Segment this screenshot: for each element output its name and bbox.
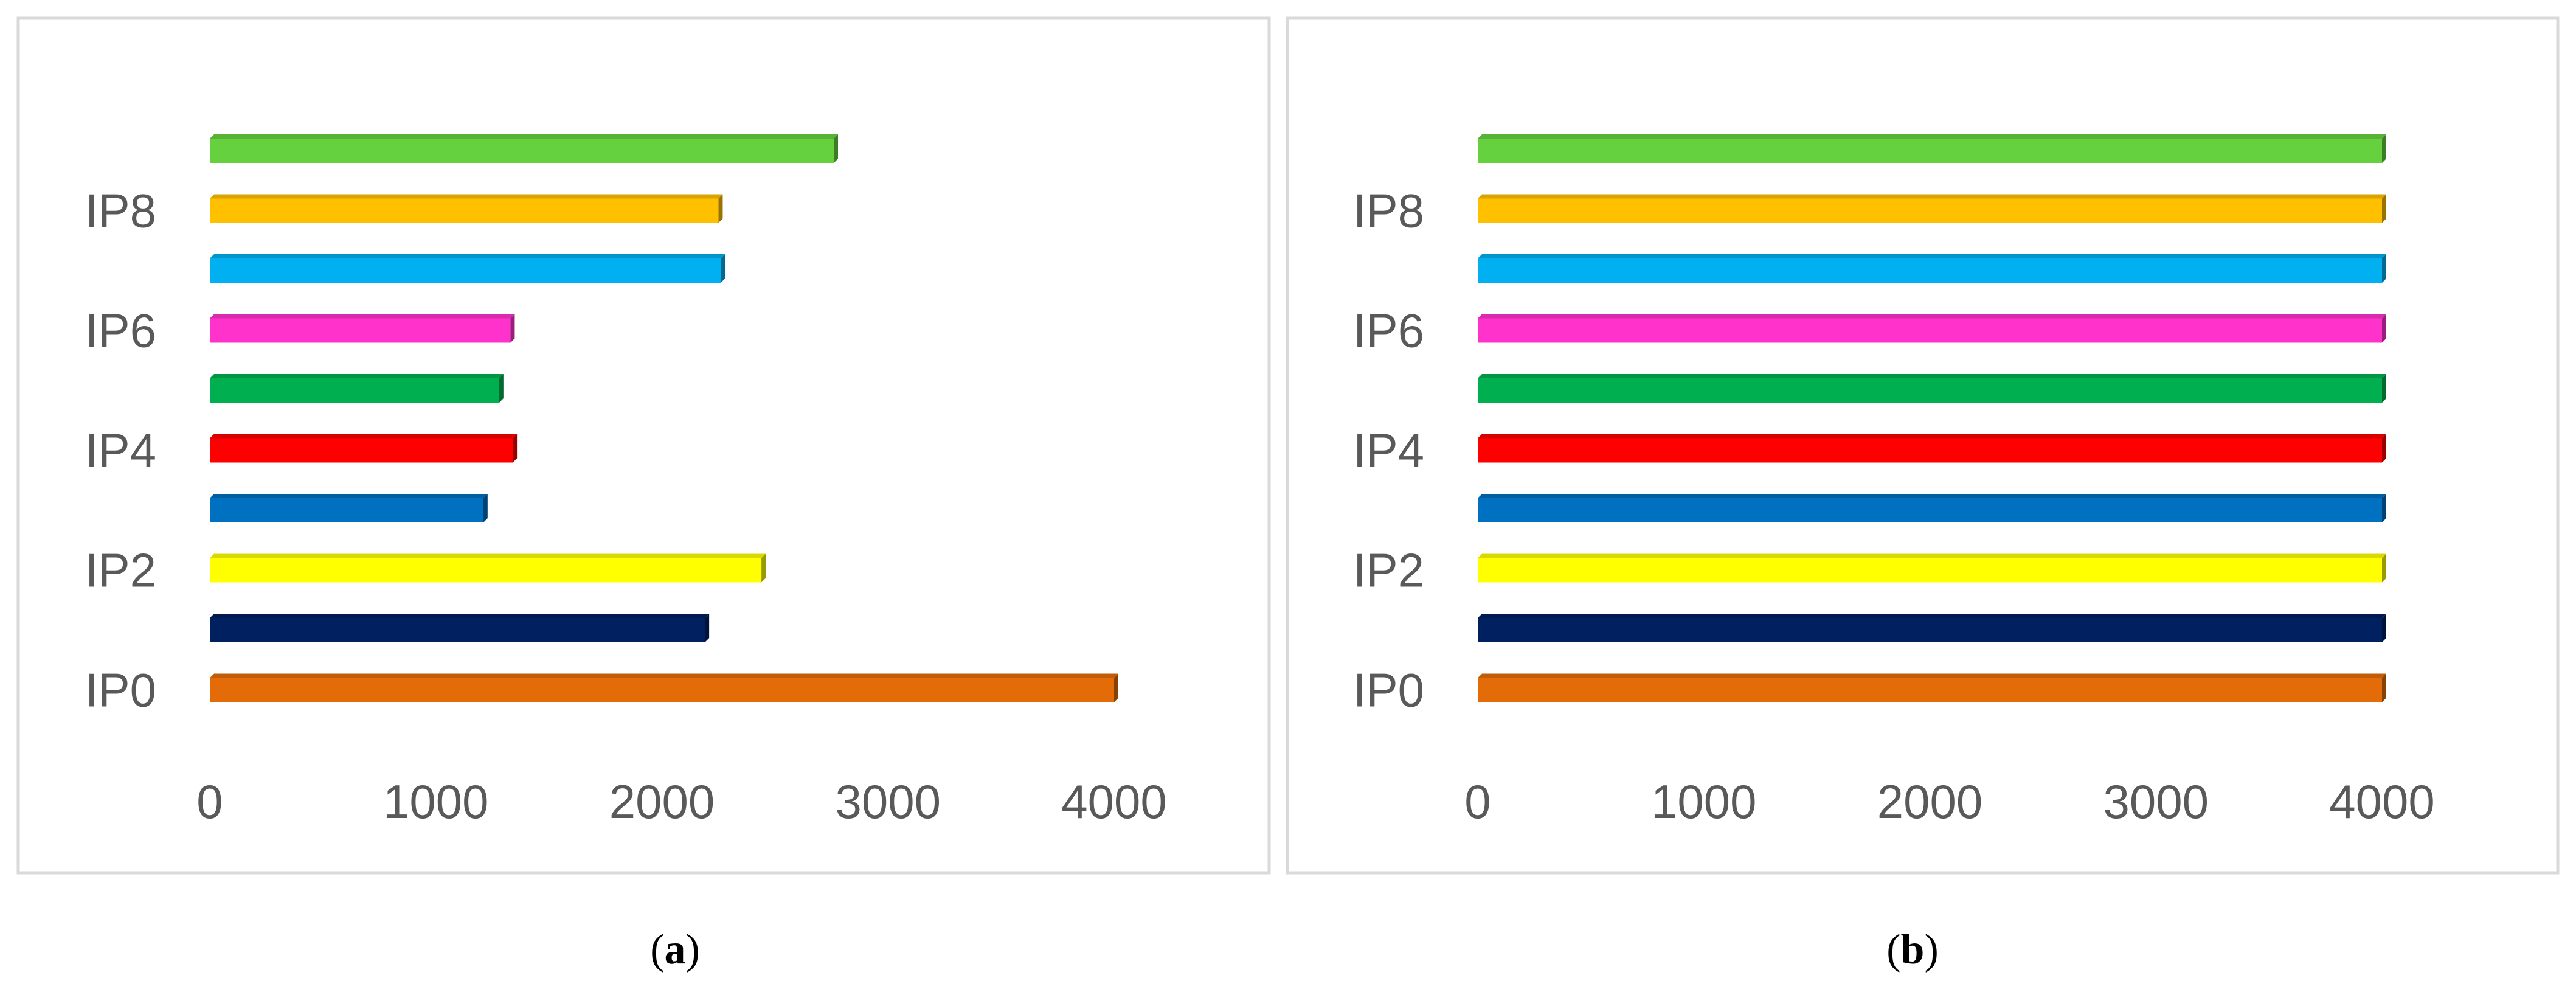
bar-b-6 xyxy=(1478,318,2382,343)
bar-side-b-5 xyxy=(2382,374,2386,403)
y-tick-label-a-6: IP6 xyxy=(85,304,156,358)
bar-side-b-9 xyxy=(2382,134,2386,163)
bar-side-a-5 xyxy=(499,374,504,403)
bar-b-8 xyxy=(1478,198,2382,223)
bar-top-a-3 xyxy=(210,494,488,498)
bar-side-b-6 xyxy=(2382,314,2386,343)
bar-top-a-6 xyxy=(210,314,515,319)
bar-top-b-0 xyxy=(1478,673,2386,678)
bar-top-b-5 xyxy=(1478,374,2386,378)
bar-side-b-0 xyxy=(2382,673,2386,702)
bar-b-7 xyxy=(1478,258,2382,283)
bar-top-a-1 xyxy=(210,614,710,618)
bar-b-3 xyxy=(1478,498,2382,522)
bar-side-a-4 xyxy=(513,434,518,463)
x-tick-label-b-1: 1000 xyxy=(1651,775,1757,828)
y-tick-label-b-0: IP0 xyxy=(1353,664,1424,717)
bar-side-a-1 xyxy=(705,614,710,642)
bar-b-0 xyxy=(1478,678,2382,702)
bar-a-9 xyxy=(210,139,834,163)
y-tick-label-a-2: IP2 xyxy=(85,544,156,597)
x-tick-label-b-2: 2000 xyxy=(1877,775,1983,828)
bar-b-4 xyxy=(1478,438,2382,463)
bar-top-a-0 xyxy=(210,673,1118,678)
x-tick-label-a-4: 4000 xyxy=(1061,775,1167,828)
bar-top-b-2 xyxy=(1478,553,2386,558)
bar-top-a-5 xyxy=(210,374,504,378)
x-tick-label-b-4: 4000 xyxy=(2329,775,2435,828)
bar-top-b-3 xyxy=(1478,494,2386,498)
bar-b-5 xyxy=(1478,378,2382,403)
y-tick-label-b-2: IP2 xyxy=(1353,544,1424,597)
bar-a-3 xyxy=(210,498,483,522)
bar-a-5 xyxy=(210,378,499,403)
bar-b-9 xyxy=(1478,139,2382,163)
panel-caption-b: (b) xyxy=(1886,926,1939,973)
bar-b-2 xyxy=(1478,558,2382,583)
x-tick-label-a-1: 1000 xyxy=(383,775,489,828)
bar-side-a-6 xyxy=(510,314,515,343)
bar-a-2 xyxy=(210,558,762,583)
bar-side-a-0 xyxy=(1114,673,1118,702)
bar-top-b-4 xyxy=(1478,434,2386,439)
panel-caption-a: (a) xyxy=(650,926,700,973)
bar-top-b-8 xyxy=(1478,194,2386,199)
bar-top-a-9 xyxy=(210,134,839,139)
bar-side-b-2 xyxy=(2382,553,2386,583)
bar-top-a-4 xyxy=(210,434,518,439)
x-tick-label-b-3: 3000 xyxy=(2103,775,2209,828)
bar-top-b-6 xyxy=(1478,314,2386,319)
x-tick-label-a-2: 2000 xyxy=(609,775,715,828)
bar-side-a-7 xyxy=(721,254,725,283)
x-tick-label-a-0: 0 xyxy=(196,775,223,828)
x-tick-label-b-0: 0 xyxy=(1464,775,1491,828)
y-tick-label-b-8: IP8 xyxy=(1353,184,1424,238)
bar-a-1 xyxy=(210,618,705,642)
bar-top-a-7 xyxy=(210,254,725,258)
bar-top-b-1 xyxy=(1478,614,2386,618)
bar-a-0 xyxy=(210,678,1114,702)
bar-a-7 xyxy=(210,258,721,283)
bar-a-8 xyxy=(210,198,719,223)
bar-top-a-8 xyxy=(210,194,723,199)
bar-side-b-8 xyxy=(2382,194,2386,223)
bar-top-b-9 xyxy=(1478,134,2386,139)
y-tick-label-a-8: IP8 xyxy=(85,184,156,238)
bar-side-a-2 xyxy=(761,553,766,583)
y-tick-label-a-4: IP4 xyxy=(85,424,156,477)
bar-b-1 xyxy=(1478,618,2382,642)
y-tick-label-b-4: IP4 xyxy=(1353,424,1424,477)
x-tick-label-a-3: 3000 xyxy=(835,775,941,828)
y-tick-label-b-6: IP6 xyxy=(1353,304,1424,358)
bar-side-b-1 xyxy=(2382,614,2386,642)
bar-side-b-4 xyxy=(2382,434,2386,463)
bar-side-b-7 xyxy=(2382,254,2386,283)
bar-top-b-7 xyxy=(1478,254,2386,258)
y-tick-label-a-0: IP0 xyxy=(85,664,156,717)
bar-top-a-2 xyxy=(210,553,766,558)
bar-side-a-9 xyxy=(834,134,839,163)
bar-side-b-3 xyxy=(2382,494,2386,522)
bar-side-a-8 xyxy=(718,194,723,223)
bar-a-4 xyxy=(210,438,513,463)
bar-side-a-3 xyxy=(483,494,488,522)
bar-a-6 xyxy=(210,318,511,343)
